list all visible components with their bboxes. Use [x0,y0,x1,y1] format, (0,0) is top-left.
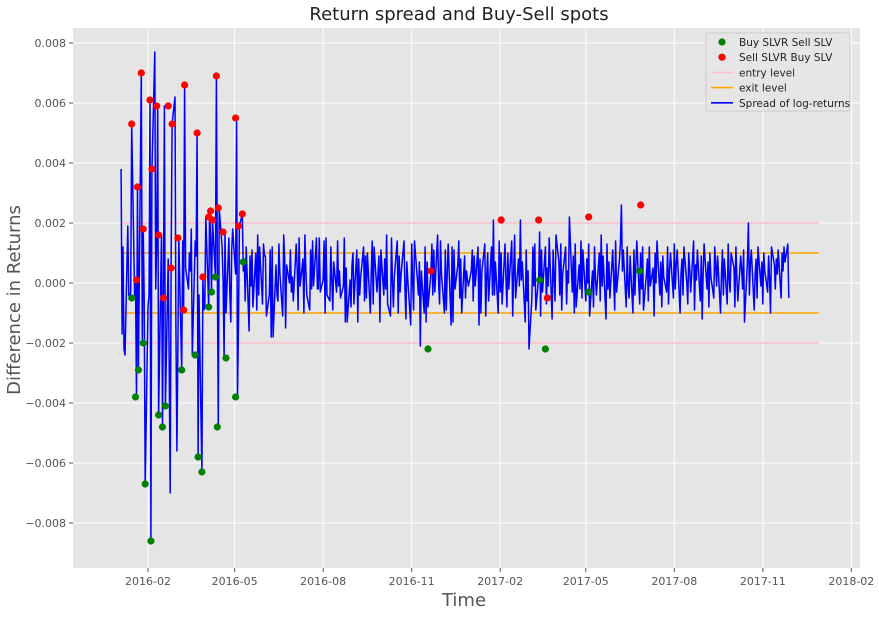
buy-marker [128,294,136,302]
buy-marker [239,258,247,266]
sell-marker [146,96,154,104]
buy-marker [636,267,644,275]
sell-marker [585,213,593,221]
y-tick-label: −0.002 [25,337,66,350]
sell-marker [212,72,220,80]
x-tick-label: 2017-08 [651,575,697,588]
x-tick-label: 2017-11 [740,575,786,588]
sell-marker [199,273,207,281]
buy-marker [585,288,593,296]
sell-marker [427,267,435,275]
buy-marker [158,423,167,431]
buy-marker [161,402,169,410]
buy-marker [231,393,240,401]
x-tick-label: 2017-02 [477,575,523,588]
y-tick-label: −0.006 [25,457,66,470]
buy-marker [141,480,149,488]
sell-marker [206,207,215,215]
buy-marker [134,366,143,374]
sell-marker [234,222,243,230]
sell-marker [137,69,145,77]
legend-label: Spread of log-returns [739,98,850,110]
x-tick-label: 2016-02 [125,575,171,588]
sell-marker [139,225,147,233]
y-tick-label: 0.006 [35,97,67,110]
y-axis-label: Difference in Returns [4,205,25,395]
y-tick-label: −0.008 [25,517,66,530]
buy-marker [222,354,230,362]
legend-label: Buy SLVR Sell SLV [739,37,833,49]
sell-marker [167,264,175,272]
y-tick-label: 0.004 [35,157,67,170]
buy-marker [424,345,432,353]
sell-marker [180,306,188,314]
buy-marker [131,393,140,401]
buy-marker [191,351,199,359]
sell-marker [219,228,227,236]
buy-marker [147,537,155,545]
sell-marker [155,231,163,239]
legend-label: exit level [739,83,787,95]
sell-marker [497,216,505,224]
x-tick-label: 2017-05 [563,575,609,588]
sell-marker [535,216,543,224]
buy-marker [211,273,219,281]
sell-marker [132,276,141,284]
buy-marker [213,423,221,431]
x-tick-label: 2016-11 [389,575,435,588]
y-tick-label: 0.008 [35,37,67,50]
y-tick-label: 0.000 [35,277,67,290]
y-tick-label: −0.004 [25,397,66,410]
buy-marker [541,345,549,353]
buy-marker [205,303,213,311]
sell-marker [193,129,201,137]
sell-marker [238,210,246,218]
y-tick-label: 0.002 [35,217,67,230]
buy-marker [198,468,206,476]
sell-marker [637,201,645,209]
sell-marker [168,120,176,128]
legend: Buy SLVR Sell SLV Sell SLVR Buy SLV entry … [705,32,851,112]
legend-marker [718,53,726,61]
sell-marker [133,183,142,191]
x-axis-label: Time [441,590,486,611]
sell-marker [208,216,217,224]
buy-marker [139,339,147,347]
spread-line [120,51,790,542]
sell-marker [153,102,161,110]
legend-marker [718,38,726,46]
legend-box [705,32,851,112]
sell-marker [148,165,156,173]
sell-marker [214,204,222,212]
sell-marker [231,114,240,122]
x-tick-label: 2018-02 [828,575,874,588]
x-tick-label: 2016-05 [212,575,258,588]
sell-marker [164,102,172,110]
legend-label: Sell SLVR Buy SLV [739,52,833,64]
sell-marker [128,120,136,128]
buy-marker [194,453,202,461]
buy-marker [536,276,544,284]
sell-marker [159,294,168,302]
chart-title: Return spread and Buy-Sell spots [309,4,608,25]
x-tick-label: 2016-08 [300,575,346,588]
sell-marker [174,234,182,242]
sell-marker [181,81,189,89]
buy-marker [155,411,163,419]
buy-marker [178,366,186,374]
buy-marker [207,288,216,296]
legend-label: entry level [739,67,795,79]
sell-marker [543,294,551,302]
